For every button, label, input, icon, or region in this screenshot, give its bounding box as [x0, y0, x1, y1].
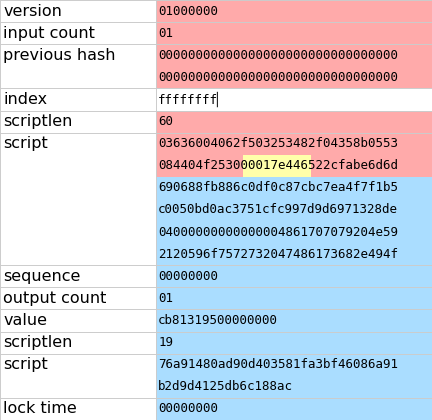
Text: input count: input count	[3, 26, 95, 41]
Text: 2120596f7572732047486173682e494f: 2120596f7572732047486173682e494f	[158, 248, 398, 261]
Bar	[156, 243, 432, 265]
Bar	[156, 398, 432, 420]
Bar	[0, 287, 156, 310]
Text: 084404f253000017e446522cfabe6d6d: 084404f253000017e446522cfabe6d6d	[158, 159, 398, 172]
Bar	[156, 133, 432, 155]
Text: version: version	[3, 3, 62, 18]
Bar	[311, 155, 432, 177]
Bar	[156, 110, 432, 133]
Text: scriptlen: scriptlen	[3, 335, 73, 350]
Text: output count: output count	[3, 291, 107, 306]
Bar	[0, 331, 156, 354]
Bar	[156, 354, 432, 376]
Bar	[156, 199, 432, 221]
Text: 01: 01	[158, 292, 173, 305]
Bar	[156, 155, 242, 177]
Bar	[0, 0, 156, 22]
Text: scriptlen: scriptlen	[3, 114, 73, 129]
Bar	[156, 331, 432, 354]
Text: 00000000000000000000000000000000: 00000000000000000000000000000000	[158, 49, 398, 62]
Bar	[0, 44, 156, 89]
Text: 19: 19	[158, 336, 173, 349]
Bar	[156, 44, 432, 66]
Bar	[156, 221, 432, 243]
Bar	[156, 177, 432, 199]
Bar	[156, 287, 432, 310]
Bar	[156, 0, 432, 22]
Text: 01000000: 01000000	[158, 5, 218, 18]
Text: cb81319500000000: cb81319500000000	[158, 314, 278, 327]
Text: lock time: lock time	[3, 402, 77, 417]
Bar	[0, 398, 156, 420]
Text: previous hash: previous hash	[3, 48, 116, 63]
Bar	[242, 155, 311, 177]
Text: 03636004062f503253482f04358b0553: 03636004062f503253482f04358b0553	[158, 137, 398, 150]
Text: ffffffff▏: ffffffff▏	[158, 92, 226, 107]
Text: 00000000: 00000000	[158, 402, 218, 415]
Bar	[0, 354, 156, 398]
Text: value: value	[3, 313, 48, 328]
Text: sequence: sequence	[3, 269, 81, 284]
Bar	[156, 310, 432, 331]
Text: script: script	[3, 136, 48, 151]
Text: script: script	[3, 357, 48, 372]
Text: c0050bd0ac3751cfc997d9d6971328de: c0050bd0ac3751cfc997d9d6971328de	[158, 204, 398, 216]
Bar	[0, 110, 156, 133]
Text: 01: 01	[158, 26, 173, 39]
Text: 690688fb886c0df0c87cbc7ea4f7f1b5: 690688fb886c0df0c87cbc7ea4f7f1b5	[158, 181, 398, 194]
Bar	[156, 376, 432, 398]
Text: index: index	[3, 92, 48, 107]
Text: 76a91480ad90d403581fa3bf46086a91: 76a91480ad90d403581fa3bf46086a91	[158, 358, 398, 371]
Bar	[0, 133, 156, 265]
Bar	[156, 265, 432, 287]
Bar	[0, 22, 156, 44]
Text: 00000000: 00000000	[158, 270, 218, 283]
Bar	[0, 265, 156, 287]
Bar	[0, 310, 156, 331]
Text: b2d9d4125db6c188ac: b2d9d4125db6c188ac	[158, 381, 293, 394]
Text: 00000000000000000000000000000000: 00000000000000000000000000000000	[158, 71, 398, 84]
Bar	[0, 89, 156, 110]
Bar	[156, 22, 432, 44]
Text: 60: 60	[158, 115, 173, 128]
Bar	[156, 89, 432, 110]
Bar	[156, 66, 432, 89]
Text: 04000000000000004861707079204e59: 04000000000000004861707079204e59	[158, 226, 398, 239]
